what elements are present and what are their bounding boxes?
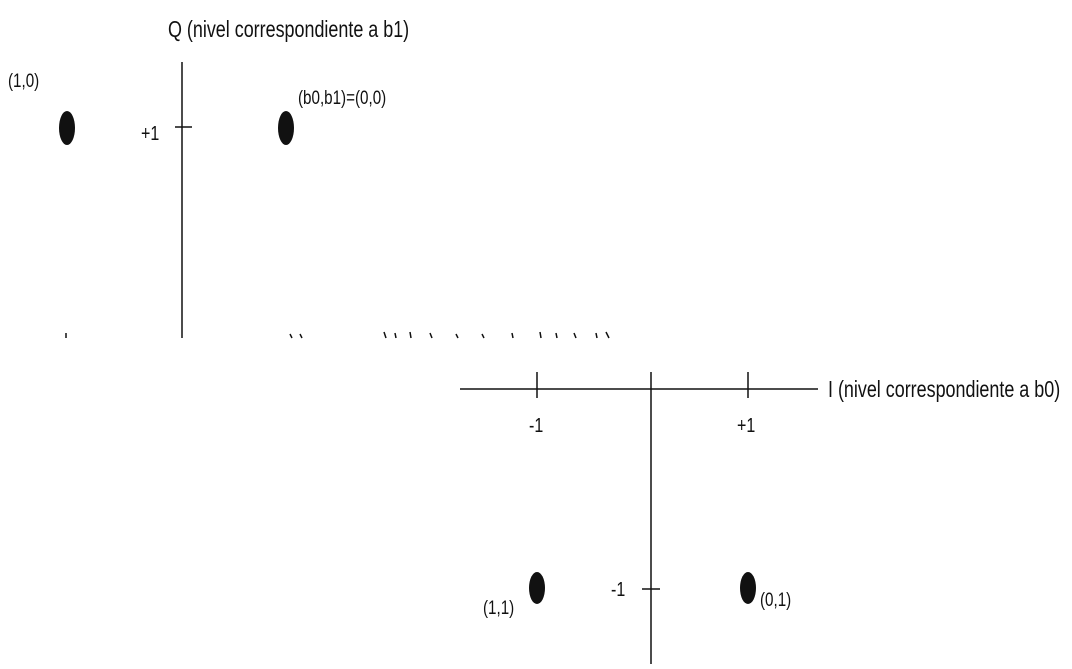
i-axis-title: I (nivel correspondiente a b0) [828, 377, 1060, 403]
point-0-0-label: (b0,b1)=(0,0) [298, 86, 386, 108]
upper-cropped-remnants [65, 331, 610, 339]
lower-q-tick-minus1-label: -1 [611, 578, 625, 600]
q-axis-title: Q (nivel correspondiente a b1) [168, 17, 409, 43]
upper-panel: Q (nivel correspondiente a b1) +1 (1,0) … [8, 17, 610, 339]
lower-panel: I (nivel correspondiente a b0) -1 +1 -1 … [460, 372, 1060, 664]
point-0-0 [278, 111, 294, 145]
point-0-1 [740, 572, 756, 604]
point-1-0 [59, 111, 75, 145]
point-1-1-label: (1,1) [483, 596, 514, 618]
point-1-0-label: (1,0) [8, 69, 39, 91]
upper-q-tick-plus1-label: +1 [141, 122, 159, 144]
i-tick-minus1-label: -1 [529, 414, 543, 436]
point-0-1-label: (0,1) [760, 588, 791, 610]
i-tick-plus1-label: +1 [737, 414, 755, 436]
point-1-1 [529, 572, 545, 604]
